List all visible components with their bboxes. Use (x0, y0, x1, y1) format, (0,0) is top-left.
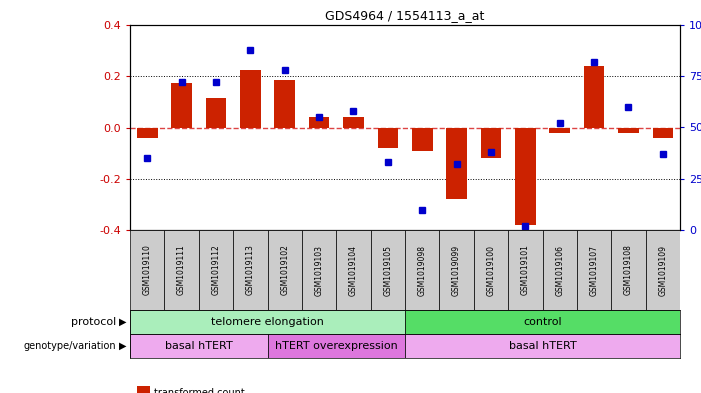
Bar (205, 98, 226, 127)
Bar (199, 230, 233, 310)
Bar (274, 80, 295, 127)
Bar (130, 334, 268, 358)
Bar (171, 83, 192, 127)
Bar (302, 230, 336, 310)
Bar (130, 230, 164, 310)
Bar (646, 230, 680, 310)
Bar (240, 70, 261, 127)
Text: ▶: ▶ (119, 341, 126, 351)
Text: GSM1019113: GSM1019113 (246, 244, 254, 296)
Text: GSM1019101: GSM1019101 (521, 244, 530, 296)
Text: ▶: ▶ (119, 317, 126, 327)
Text: GSM1019098: GSM1019098 (418, 244, 427, 296)
Bar (343, 117, 364, 127)
Title: GDS4964 / 1554113_a_at: GDS4964 / 1554113_a_at (325, 9, 484, 22)
Bar (378, 127, 398, 148)
Text: genotype/variation: genotype/variation (23, 341, 116, 351)
Bar (308, 117, 329, 127)
Bar (543, 230, 577, 310)
Bar (412, 127, 433, 151)
Text: basal hTERT: basal hTERT (165, 341, 233, 351)
Bar (137, 127, 158, 138)
Bar (336, 230, 371, 310)
Text: GSM1019105: GSM1019105 (383, 244, 393, 296)
Bar (268, 230, 302, 310)
Bar (447, 127, 467, 199)
Text: basal hTERT: basal hTERT (509, 341, 576, 351)
Text: GSM1019103: GSM1019103 (315, 244, 324, 296)
Bar (268, 334, 405, 358)
Text: GSM1019108: GSM1019108 (624, 244, 633, 296)
Bar (164, 230, 199, 310)
Text: GSM1019099: GSM1019099 (452, 244, 461, 296)
Text: transformed count: transformed count (154, 388, 245, 393)
Text: GSM1019111: GSM1019111 (177, 244, 186, 296)
Text: GSM1019106: GSM1019106 (555, 244, 564, 296)
Text: GSM1019109: GSM1019109 (658, 244, 667, 296)
Bar (618, 127, 639, 132)
Bar (130, 310, 405, 334)
Bar (405, 230, 440, 310)
Bar (474, 230, 508, 310)
Bar (584, 66, 604, 127)
Text: GSM1019110: GSM1019110 (143, 244, 151, 296)
Bar (405, 334, 680, 358)
Bar (440, 230, 474, 310)
Text: GSM1019100: GSM1019100 (486, 244, 496, 296)
Text: GSM1019104: GSM1019104 (349, 244, 358, 296)
Bar (233, 230, 268, 310)
Bar (371, 230, 405, 310)
Bar (653, 127, 673, 138)
Bar (577, 230, 611, 310)
Bar (481, 127, 501, 158)
Text: telomere elongation: telomere elongation (211, 317, 324, 327)
Text: protocol: protocol (71, 317, 116, 327)
Bar (508, 230, 543, 310)
Text: control: control (523, 317, 562, 327)
Text: GSM1019112: GSM1019112 (212, 244, 220, 296)
Text: GSM1019107: GSM1019107 (590, 244, 599, 296)
Bar (550, 127, 570, 132)
Text: GSM1019102: GSM1019102 (280, 244, 290, 296)
Text: hTERT overexpression: hTERT overexpression (275, 341, 397, 351)
Bar (611, 230, 646, 310)
Bar (405, 310, 680, 334)
Bar (515, 127, 536, 225)
